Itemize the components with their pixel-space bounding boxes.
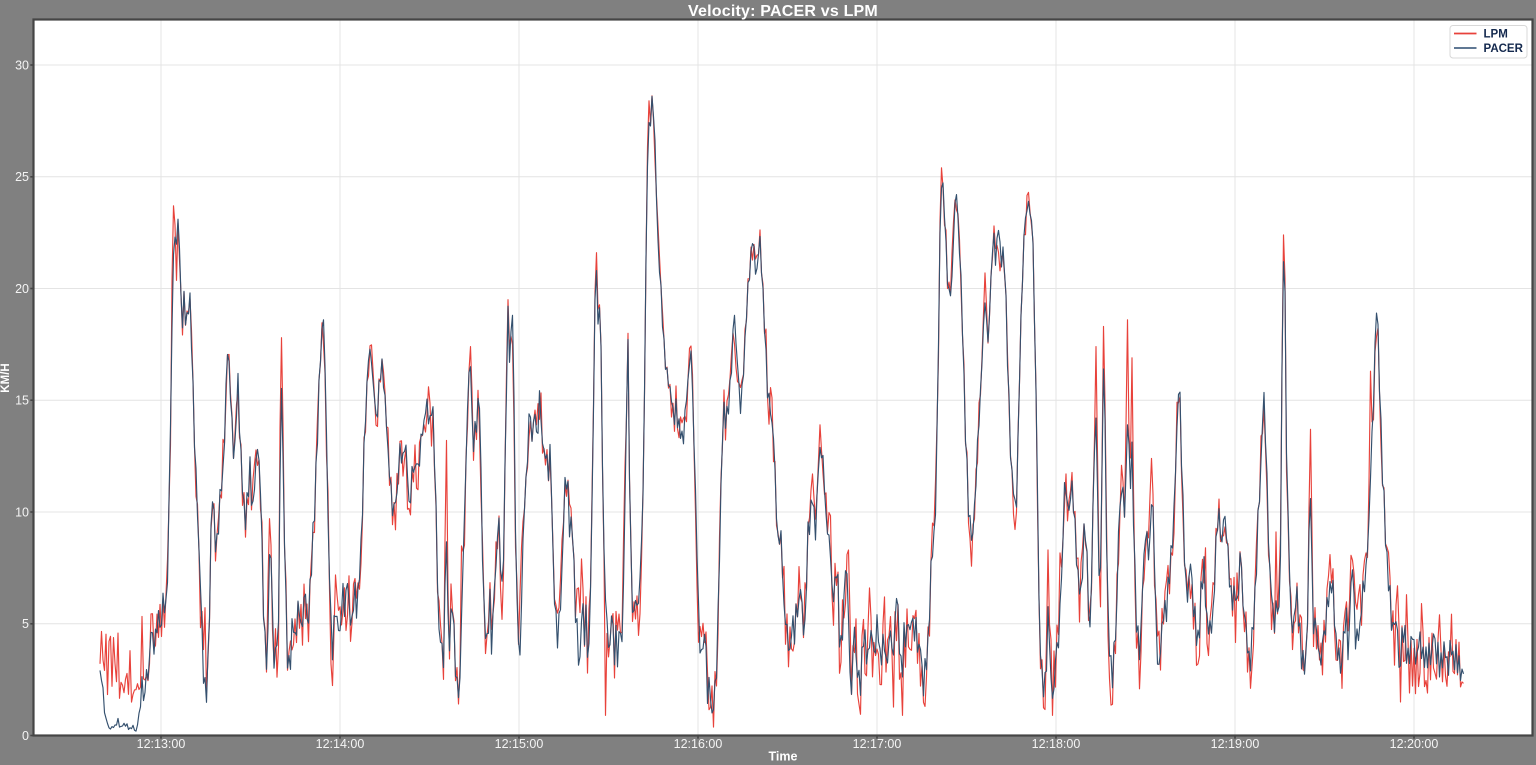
svg-text:25: 25	[15, 170, 29, 184]
svg-text:10: 10	[15, 505, 29, 519]
svg-text:KM/H: KM/H	[0, 363, 12, 392]
svg-text:12:16:00: 12:16:00	[674, 737, 723, 751]
svg-text:5: 5	[22, 617, 29, 631]
svg-text:12:17:00: 12:17:00	[853, 737, 902, 751]
svg-text:12:15:00: 12:15:00	[495, 737, 544, 751]
svg-text:15: 15	[15, 394, 29, 408]
svg-text:12:14:00: 12:14:00	[316, 737, 365, 751]
svg-text:30: 30	[15, 58, 29, 72]
svg-text:12:13:00: 12:13:00	[137, 737, 186, 751]
svg-text:12:20:00: 12:20:00	[1390, 737, 1439, 751]
svg-text:Time: Time	[769, 750, 798, 764]
svg-text:12:18:00: 12:18:00	[1032, 737, 1081, 751]
svg-text:LPM: LPM	[1484, 29, 1508, 41]
svg-text:0: 0	[22, 729, 29, 743]
svg-text:12:19:00: 12:19:00	[1211, 737, 1260, 751]
svg-text:PACER: PACER	[1484, 43, 1524, 55]
svg-text:20: 20	[15, 282, 29, 296]
svg-text:Velocity: PACER vs LPM: Velocity: PACER vs LPM	[688, 3, 878, 20]
